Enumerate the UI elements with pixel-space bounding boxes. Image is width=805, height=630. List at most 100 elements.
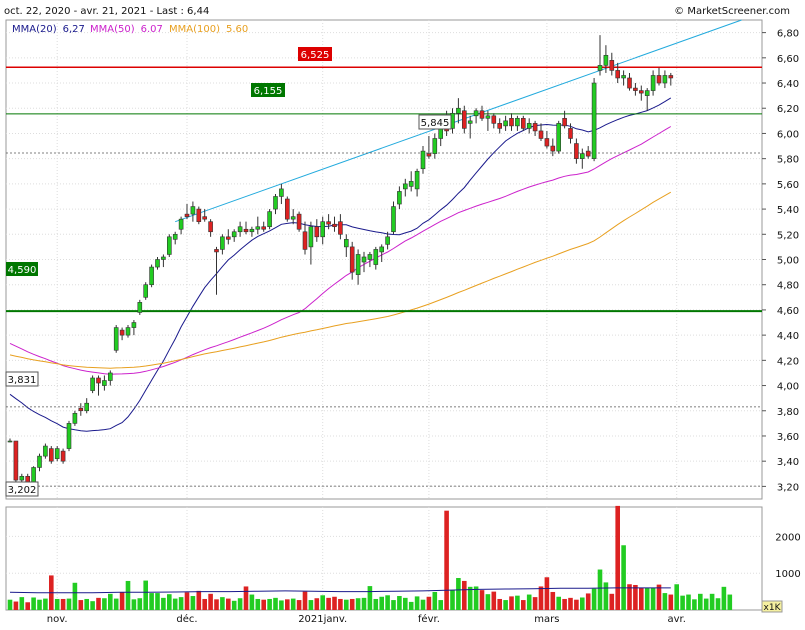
- candle: [125, 325, 131, 338]
- price-tick-label: 3,20: [777, 482, 799, 493]
- candle-body: [338, 221, 343, 235]
- legend-mma20-value: 6,27: [63, 24, 85, 35]
- time-tick-label: avr.: [667, 614, 685, 625]
- volume-bar: [125, 580, 131, 610]
- candle-body: [119, 329, 125, 336]
- candle: [391, 201, 396, 235]
- candle: [48, 446, 54, 464]
- candle: [373, 246, 379, 270]
- candle-body: [308, 226, 314, 248]
- volume-bar: [196, 590, 202, 610]
- volume-bar: [43, 598, 48, 610]
- candle-body: [249, 228, 255, 233]
- price-tick-label: 5,20: [777, 230, 799, 241]
- candle-body: [497, 123, 503, 129]
- candle-body: [66, 423, 72, 449]
- brand-text: © MarketScreener.com: [674, 6, 790, 17]
- candle-body: [633, 87, 638, 91]
- candle-body: [397, 191, 402, 205]
- candle-body: [184, 213, 190, 217]
- marker-3831: 3,831: [5, 371, 39, 387]
- candle: [66, 420, 72, 452]
- candle: [155, 256, 160, 270]
- legend-mma50: MMA(50) 6.07: [90, 24, 163, 35]
- candle: [161, 254, 166, 268]
- candle-body: [31, 467, 36, 485]
- price-tick-label: 3,80: [777, 407, 799, 418]
- candle: [343, 234, 349, 257]
- candle-body: [84, 402, 89, 412]
- candle-body: [491, 115, 497, 124]
- candle-body: [361, 256, 367, 263]
- candle-body: [562, 118, 567, 127]
- candle-body: [538, 130, 544, 139]
- candle: [556, 120, 562, 154]
- candle: [338, 214, 343, 240]
- candle-body: [579, 153, 585, 159]
- candle-body: [662, 75, 668, 84]
- volume-bar: [479, 590, 485, 610]
- volume-bar: [178, 597, 184, 610]
- volume-bar: [515, 595, 520, 610]
- candle-body: [19, 476, 25, 481]
- volume-bar: [261, 599, 266, 610]
- candle: [668, 72, 674, 86]
- candle-body: [7, 440, 13, 443]
- volume-bar: [574, 599, 579, 610]
- candle-body: [37, 455, 42, 468]
- candle: [261, 221, 267, 232]
- candle-body: [208, 221, 213, 233]
- volume-bar: [78, 600, 84, 610]
- volume-bar: [403, 597, 408, 610]
- volume-bar: [721, 586, 727, 610]
- candle: [314, 219, 320, 242]
- candle: [190, 201, 196, 222]
- volume-bar: [644, 587, 650, 610]
- candle: [237, 221, 243, 237]
- candle-body: [72, 412, 78, 424]
- volume-bar: [727, 594, 733, 610]
- candle-body: [532, 123, 538, 132]
- candle: [538, 123, 544, 142]
- marker-3831-text: 3,831: [8, 375, 37, 386]
- candle-body: [379, 246, 385, 253]
- candle: [308, 221, 314, 265]
- price-tick-label: 5,80: [777, 155, 799, 166]
- candle-body: [414, 170, 420, 190]
- volume-bar: [267, 598, 272, 610]
- volume-bar: [208, 593, 213, 610]
- volume-bar: [674, 584, 679, 610]
- candle: [461, 105, 467, 134]
- candle: [627, 72, 632, 91]
- marker-5845: 5,845: [418, 114, 452, 130]
- candle: [108, 370, 113, 386]
- volume-bar: [609, 593, 615, 610]
- candle-body: [591, 82, 597, 159]
- volume-bar: [692, 599, 697, 610]
- volume-bar: [25, 602, 30, 610]
- volume-bar: [255, 598, 261, 610]
- candle-body: [656, 75, 662, 84]
- volume-bar: [108, 593, 113, 610]
- volume-bar: [603, 582, 609, 610]
- volume-bar: [355, 598, 361, 610]
- candle-body: [485, 115, 491, 119]
- resistance-label-text: 6,525: [301, 50, 330, 61]
- candle: [662, 70, 668, 89]
- candle-body: [473, 110, 479, 117]
- volume-bar: [668, 594, 674, 610]
- volume-bar: [503, 600, 508, 610]
- candle: [167, 234, 172, 257]
- candle-body: [479, 110, 485, 119]
- candle: [137, 299, 143, 315]
- volume-bar: [249, 594, 255, 610]
- candle-body: [261, 226, 267, 230]
- volume-bar: [444, 510, 449, 610]
- volume-bar: [703, 598, 709, 610]
- volume-bar: [320, 595, 325, 610]
- volume-bar: [556, 596, 561, 610]
- marker-3202-text: 3,202: [8, 485, 37, 496]
- candle-body: [113, 327, 119, 351]
- candle-body: [196, 208, 202, 222]
- candle-body: [668, 75, 674, 79]
